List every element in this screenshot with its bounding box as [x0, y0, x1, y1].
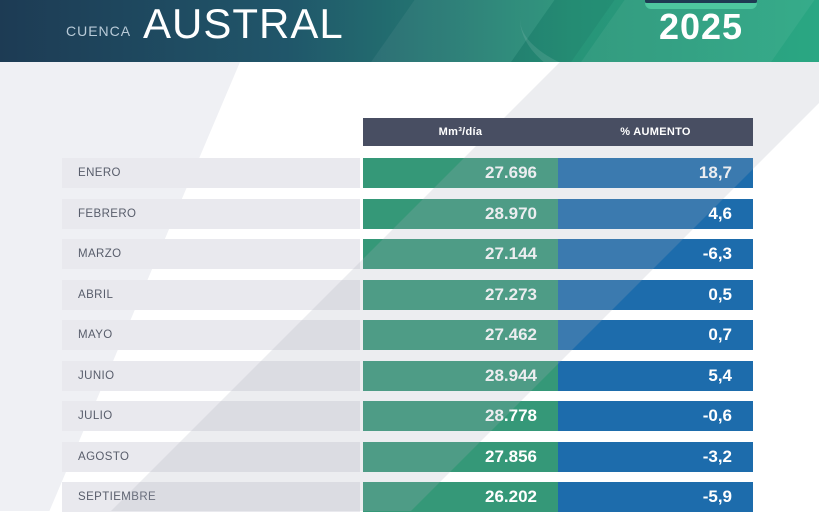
- table-body: ENERO 27.696 18,7 FEBRERO 28.970 4,6 MAR…: [0, 158, 819, 523]
- pct-cell: -0,6: [558, 401, 753, 431]
- month-cell: ENERO: [62, 158, 360, 188]
- month-cell: JUNIO: [62, 360, 360, 391]
- table-header-row: Mm³/día % AUMENTO: [363, 118, 753, 146]
- value-cell: 27.273: [363, 279, 558, 310]
- value-cell: 28.778: [363, 401, 558, 431]
- pct-cell: 0,5: [558, 279, 753, 310]
- value-cell: 27.462: [363, 320, 558, 350]
- value-cell: 27.144: [363, 239, 558, 269]
- column-header-mm3-dia: Mm³/día: [438, 126, 483, 138]
- table-row: ABRIL 27.273 0,5: [0, 279, 819, 310]
- table-row: ENERO 27.696 18,7: [0, 158, 819, 188]
- pct-cell: 0,7: [558, 320, 753, 350]
- year-label: 2025: [658, 6, 744, 47]
- value-cell: 28.970: [363, 198, 558, 229]
- pct-cell: -3,2: [558, 441, 753, 472]
- month-cell: FEBRERO: [62, 198, 360, 229]
- table-row: SEPTIEMBRE 26.202 -5,9: [0, 482, 819, 512]
- table-row: MAYO 27.462 0,7: [0, 320, 819, 350]
- month-cell: MAYO: [62, 320, 360, 350]
- year-tab-decoration: [645, 0, 757, 9]
- value-cell: 27.856: [363, 441, 558, 472]
- month-cell: MARZO: [62, 239, 360, 269]
- table-row: JUNIO 28.944 5,4: [0, 360, 819, 391]
- year-tab-green-bar: [645, 3, 757, 9]
- month-cell: AGOSTO: [62, 441, 360, 472]
- value-cell: 28.944: [363, 360, 558, 391]
- pct-cell: -5,9: [558, 482, 753, 512]
- month-cell: ABRIL: [62, 279, 360, 310]
- pct-cell: 18,7: [558, 158, 753, 188]
- month-cell: SEPTIEMBRE: [62, 482, 360, 512]
- pct-cell: 5,4: [558, 360, 753, 391]
- value-cell: 26.202: [363, 482, 558, 512]
- value-cell: 27.696: [363, 158, 558, 188]
- table-row: AGOSTO 27.856 -3,2: [0, 441, 819, 472]
- pct-cell: 4,6: [558, 198, 753, 229]
- basin-label: CUENCA: [66, 23, 132, 39]
- month-cell: JULIO: [62, 401, 360, 431]
- table-row: FEBRERO 28.970 4,6: [0, 198, 819, 229]
- header-banner: CUENCA AUSTRAL 2025: [0, 0, 819, 62]
- table-row: JULIO 28.778 -0,6: [0, 401, 819, 431]
- table-row: MARZO 27.144 -6,3: [0, 239, 819, 269]
- basin-name-title: AUSTRAL: [143, 0, 344, 47]
- year-tab-navy-bar: [645, 0, 757, 3]
- column-header-pct-aumento: % AUMENTO: [620, 126, 691, 138]
- pct-cell: -6,3: [558, 239, 753, 269]
